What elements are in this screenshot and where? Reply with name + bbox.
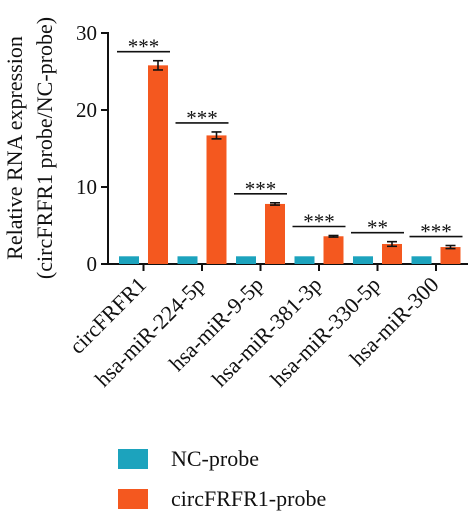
y-axis-label-line-1: Relative RNA expression — [2, 36, 27, 260]
legend-item: NC-probe — [118, 446, 259, 471]
error-bar — [387, 240, 397, 248]
error-bar — [153, 59, 163, 71]
significance-label: *** — [303, 210, 335, 234]
significance-label: *** — [128, 35, 160, 59]
y-tick-label: 30 — [76, 21, 97, 45]
significance-label: *** — [245, 177, 277, 201]
legend-swatch — [118, 449, 148, 469]
bar-circfrfr1-probe — [440, 247, 461, 264]
legend-item: circFRFR1-probe — [118, 486, 326, 511]
error-bar — [445, 244, 456, 250]
bar-circfrfr1-probe — [206, 135, 227, 264]
legend: NC-probe circFRFR1-probe — [118, 446, 326, 511]
significance-label: ** — [367, 216, 388, 240]
bar-nc-probe — [177, 256, 198, 264]
y-tick-label: 20 — [76, 98, 97, 122]
bar-circfrfr1-probe — [382, 243, 402, 264]
category-labels: circFRFR1hsa-miR-224-5phsa-miR-9-5phsa-m… — [64, 272, 443, 392]
y-axis-label: Relative RNA expression (circFRFR1 probe… — [2, 17, 57, 279]
bar-nc-probe — [294, 256, 315, 264]
error-bar — [211, 131, 222, 140]
legend-label: NC-probe — [171, 446, 259, 471]
bar-circfrfr1-probe — [265, 203, 285, 264]
error-bar — [328, 234, 339, 238]
bar-nc-probe — [411, 256, 432, 264]
bars: ************ ** *** — [117, 35, 463, 264]
significance-label: *** — [186, 106, 218, 130]
bar-nc-probe — [236, 256, 256, 264]
y-tick-label: 0 — [87, 252, 98, 276]
bar-circfrfr1-probe — [323, 236, 344, 264]
y-axis-label-line-2: (circFRFR1 probe/NC-probe) — [32, 17, 57, 279]
legend-label: circFRFR1-probe — [171, 486, 326, 511]
error-bar — [270, 201, 280, 206]
y-tick-label: 10 — [76, 175, 97, 199]
bar-nc-probe — [119, 256, 139, 264]
significance-label: *** — [420, 220, 452, 244]
legend-swatch — [118, 489, 148, 509]
bar-nc-probe — [353, 256, 373, 264]
bar-circfrfr1-probe — [148, 65, 168, 264]
